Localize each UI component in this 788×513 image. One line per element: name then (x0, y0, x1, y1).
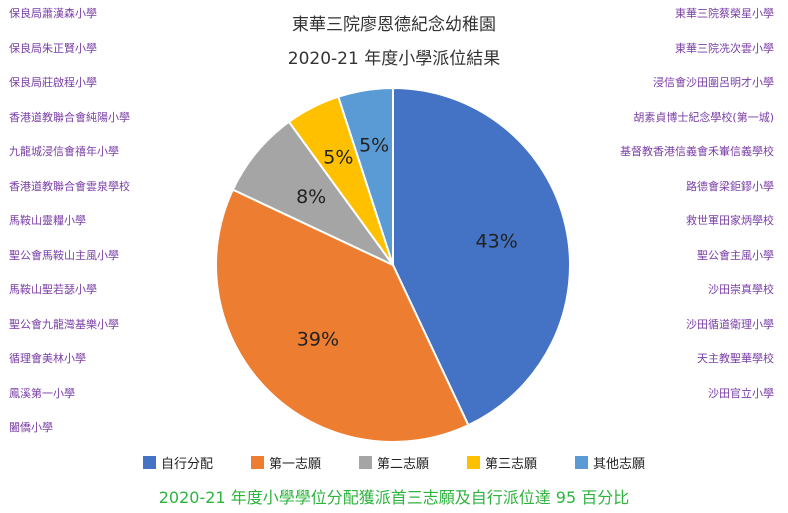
right-school-item: 東華三院冼次雲小學 (675, 41, 774, 55)
pie-slice (215, 188, 470, 443)
chart-title-line2: 2020-21 年度小學派位結果 (287, 49, 501, 69)
legend-item: 第三志願 (467, 453, 537, 472)
legend-label: 第二志願 (376, 457, 429, 472)
pie-slice (392, 86, 571, 427)
pie-slice-label: 39% (297, 329, 339, 351)
pie-slice-label: 5% (323, 146, 353, 168)
right-school-item: 浸信會沙田圍呂明才小學 (653, 76, 774, 89)
pie-slice (231, 120, 394, 266)
left-school-item: 保良局蕭漢森小學 (9, 7, 97, 20)
right-school-item: 天主教聖華學校 (697, 352, 774, 365)
left-school-item: 馬鞍山靈糧小學 (9, 214, 86, 227)
right-school-item: 沙田崇真學校 (708, 283, 774, 296)
pie-slice (337, 86, 394, 266)
left-school-item: 九龍城浸信會禧年小學 (9, 145, 119, 158)
right-school-item: 東華三院蔡榮星小學 (675, 7, 774, 20)
legend-label: 第一志願 (268, 457, 321, 472)
pie-slice-label: 43% (476, 230, 518, 252)
right-school-item: 胡素貞博士紀念學校(第一城) (633, 110, 774, 124)
right-school-item: 聖公會主風小學 (697, 248, 774, 262)
left-school-item: 保良局莊啟程小學 (9, 76, 97, 89)
legend-swatch (250, 456, 264, 469)
left-school-item: 鳳溪第一小學 (9, 386, 75, 400)
legend-item: 自行分配 (142, 453, 213, 472)
legend-swatch (467, 456, 480, 469)
legend-swatch (142, 456, 156, 469)
legend-label: 其他志願 (593, 457, 646, 472)
footer-summary: 2020-21 年度小學學位分配獲派首三志願及自行派位達 95 百分比 (158, 488, 630, 507)
left-school-item: 馬鞍山聖若瑟小學 (9, 283, 97, 296)
left-school-item: 聖公會馬鞍山主風小學 (9, 248, 119, 262)
legend-item: 第一志願 (250, 453, 321, 472)
left-school-item: 聖公會九龍灣基樂小學 (9, 317, 119, 331)
chart-legend: 自行分配 第一志願 第二志願 第三志願 其他志願 (0, 453, 788, 472)
legend-label: 第三志願 (485, 457, 538, 472)
left-school-item: 闔僑小學 (9, 421, 53, 434)
left-school-item: 香港道教聯合會純陽小學 (9, 110, 130, 124)
right-school-item: 沙田循道衛理小學 (686, 317, 774, 331)
left-school-list: 保良局蕭漢森小學 保良局朱正賢小學 保良局莊啟程小學香港道教聯合會純陽小學 九龍城浸信… (9, 7, 130, 456)
right-school-item: 路德會梁鉅鏐小學 (686, 179, 774, 193)
chart-title-line1: 東華三院廖恩德紀念幼稚園 (292, 15, 496, 35)
legend-label: 自行分配 (160, 457, 213, 472)
legend-item: 其他志願 (575, 453, 645, 472)
legend-item: 第二志願 (358, 453, 429, 472)
legend-swatch (358, 456, 372, 469)
right-school-item: 救世軍田家炳學校 (686, 214, 774, 227)
pie-slice-label: 8% (296, 186, 326, 208)
right-school-item: 沙田官立小學 (708, 386, 774, 400)
left-school-item: 循理會美林小學 (9, 352, 86, 365)
legend-swatch (575, 456, 589, 469)
left-school-item: 香港道教聯合會雲泉學校 (9, 179, 130, 193)
right-school-list: 東華三院蔡榮星小學 東華三院冼次雲小學浸信會沙田圍呂明才小學胡素貞博士紀念學校(第… (620, 7, 774, 421)
right-school-item: 基督教香港信義會禾輋信義學校 (620, 145, 774, 158)
left-school-item: 保良局朱正賢小學 (9, 41, 97, 55)
pie-slice-label: 5% (359, 135, 389, 157)
